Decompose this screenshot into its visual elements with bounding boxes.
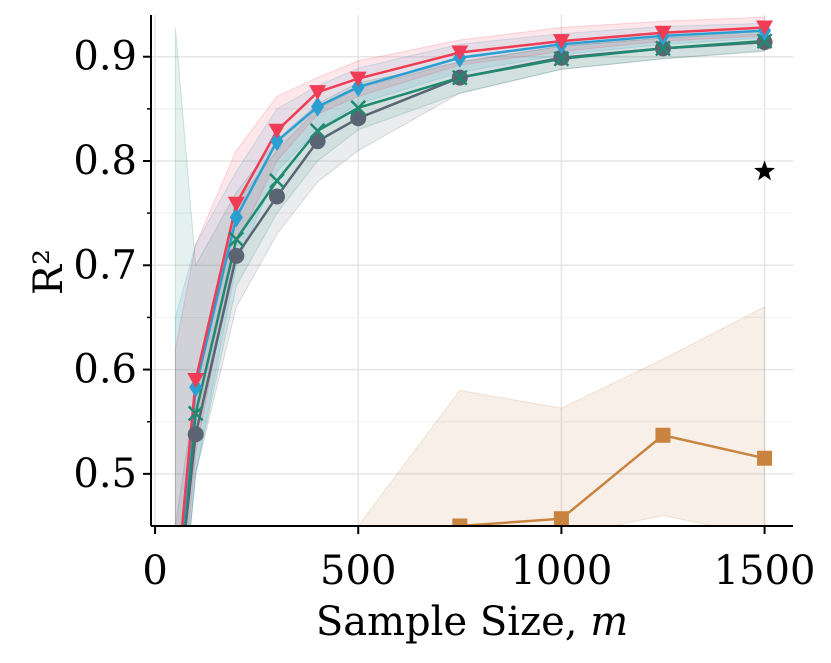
blue-diamond-point xyxy=(169,599,182,619)
red-triangle-point xyxy=(227,196,245,212)
y-tick-label: 0.7 xyxy=(73,242,137,288)
axis-ticks: 0 500 1000 1500 0.5 0.6 0.7 0.8 0.9 xyxy=(73,34,815,594)
orange-square-point xyxy=(757,450,773,466)
axes xyxy=(150,15,793,527)
series-markers xyxy=(167,20,776,628)
orange-square-point xyxy=(553,511,569,526)
red-triangle-point xyxy=(268,123,286,139)
gray-circle-point xyxy=(167,612,183,628)
green-x-point xyxy=(451,69,468,86)
red-triangle-point xyxy=(349,71,367,87)
green-x-point xyxy=(187,405,204,422)
series-lines xyxy=(180,26,765,526)
x-tick-label: 1500 xyxy=(714,548,816,594)
reference-star xyxy=(754,160,776,181)
red-triangle-point xyxy=(309,85,327,101)
y-axis-label: R² xyxy=(26,249,72,295)
green-x-point xyxy=(350,99,367,116)
x-tick-label: 0 xyxy=(142,548,167,594)
blue-diamond-point xyxy=(229,207,243,228)
gray-circle-point xyxy=(309,133,326,150)
y-tick-label: 0.6 xyxy=(73,347,137,393)
y-tick-label: 0.5 xyxy=(73,451,137,497)
red-triangle-point xyxy=(187,373,205,388)
x-tick-label: 1000 xyxy=(510,548,612,594)
x-axis-label-text: Sample Size, xyxy=(316,599,590,645)
gray-circle-point xyxy=(187,426,204,443)
green-x-point xyxy=(553,50,570,67)
gray-circle-point xyxy=(350,110,367,127)
red-triangle-point xyxy=(552,34,570,50)
blue-diamond-line xyxy=(181,29,765,526)
x-axis-label-variable: m xyxy=(590,599,628,645)
blue-diamond-point xyxy=(270,131,284,152)
red-triangle-point xyxy=(451,45,469,61)
blue-diamond-point xyxy=(311,96,325,117)
y-tick-label: 0.8 xyxy=(73,138,137,184)
gray-circle-band xyxy=(174,33,766,526)
orange-square-point xyxy=(452,518,468,526)
green-x-point xyxy=(756,33,773,49)
gray-circle-point xyxy=(268,188,285,205)
orange-square-point xyxy=(655,427,671,443)
green-x-point xyxy=(655,40,671,57)
red-triangle-point xyxy=(654,25,672,41)
red-triangle-line xyxy=(180,26,765,526)
blue-diamond-point xyxy=(351,76,365,97)
orange-square-band xyxy=(357,306,766,526)
green-x-point xyxy=(309,122,326,139)
green-x-band xyxy=(174,27,766,526)
red-triangle-point xyxy=(756,20,774,36)
gray-circle-point xyxy=(228,247,245,264)
red-triangle-band xyxy=(174,16,766,526)
x-axis-label: Sample Size, m xyxy=(316,599,628,645)
x-tick-label: 500 xyxy=(320,548,396,594)
confidence-bands xyxy=(174,16,766,526)
red-triangle-point xyxy=(167,592,184,607)
green-x-point xyxy=(168,613,182,627)
green-x-point xyxy=(228,231,245,248)
y-tick-label: 0.9 xyxy=(73,34,137,80)
green-x-point xyxy=(269,172,285,189)
green-x-line xyxy=(183,39,765,526)
